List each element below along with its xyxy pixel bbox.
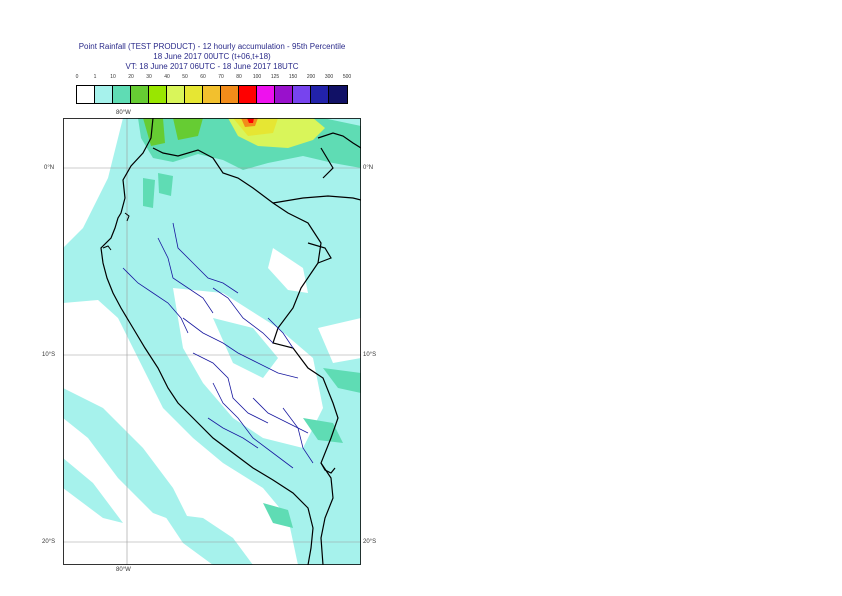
legend-tick-label: 125 — [270, 74, 280, 80]
map-frame — [63, 118, 361, 565]
top-longitude-label: 80°W — [116, 110, 131, 116]
lat-0-left-label: 0°N — [44, 165, 55, 171]
legend-tick-label: 0 — [75, 74, 79, 80]
legend-swatch — [275, 86, 293, 103]
title-line-2: 18 June 2017 00UTC (t+06,t+18) — [153, 52, 271, 61]
lat-20-left-label: 20°S — [42, 539, 56, 545]
lat-0-right-label: 0°N — [363, 165, 374, 171]
legend-tick-label: 70 — [218, 74, 224, 80]
bottom-longitude-label: 80°W — [116, 567, 131, 573]
legend-swatch — [113, 86, 131, 103]
legend-tick-label: 60 — [200, 74, 206, 80]
legend-tick-label: 80 — [236, 74, 242, 80]
department-borders — [122, 222, 314, 469]
legend-tick-label: 10 — [110, 74, 116, 80]
chart-title: Point Rainfall (TEST PRODUCT) - 12 hourl… — [62, 42, 362, 72]
legend-swatch — [203, 86, 221, 103]
legend-swatch — [257, 86, 275, 103]
legend-swatch — [149, 86, 167, 103]
legend-swatch — [239, 86, 257, 103]
legend-swatch — [329, 86, 347, 103]
legend-tick-label: 20 — [128, 74, 134, 80]
legend-tick-label: 1 — [93, 74, 97, 80]
color-legend: 0 1 10 20 30 40 50 60 70 80 100 125 150 200 300 500 — [76, 74, 356, 104]
legend-tick-label: 300 — [324, 74, 334, 80]
rain-area-heavy — [143, 118, 325, 148]
legend-tick-label: 40 — [164, 74, 170, 80]
legend-swatch — [311, 86, 329, 103]
lat-10-right-label: 10°S — [363, 352, 377, 358]
coast-detail — [102, 212, 130, 251]
rain-bands — [63, 318, 278, 565]
legend-swatch — [77, 86, 95, 103]
title-line-1: Point Rainfall (TEST PRODUCT) - 12 hourl… — [78, 42, 346, 51]
legend-tick-labels: 0 1 10 20 30 40 50 60 70 80 100 125 150 200 300 500 — [76, 74, 356, 83]
lat-10-left-label: 10°S — [42, 352, 56, 358]
legend-swatch — [95, 86, 113, 103]
legend-swatch — [131, 86, 149, 103]
legend-swatch — [185, 86, 203, 103]
title-line-3: VT: 18 June 2017 06UTC - 18 June 2017 18… — [125, 62, 299, 71]
rainfall-map — [63, 118, 361, 565]
legend-swatch — [293, 86, 311, 103]
legend-swatch — [167, 86, 185, 103]
lat-20-right-label: 20°S — [363, 539, 377, 545]
map-panel — [63, 118, 361, 565]
legend-tick-label: 50 — [182, 74, 188, 80]
legend-swatch — [221, 86, 239, 103]
legend-tick-label: 100 — [252, 74, 262, 80]
country-borders — [100, 118, 361, 565]
legend-tick-label: 200 — [306, 74, 316, 80]
legend-tick-label: 500 — [342, 74, 352, 80]
legend-color-bar — [76, 85, 348, 104]
legend-tick-label: 30 — [146, 74, 152, 80]
legend-tick-label: 150 — [288, 74, 298, 80]
